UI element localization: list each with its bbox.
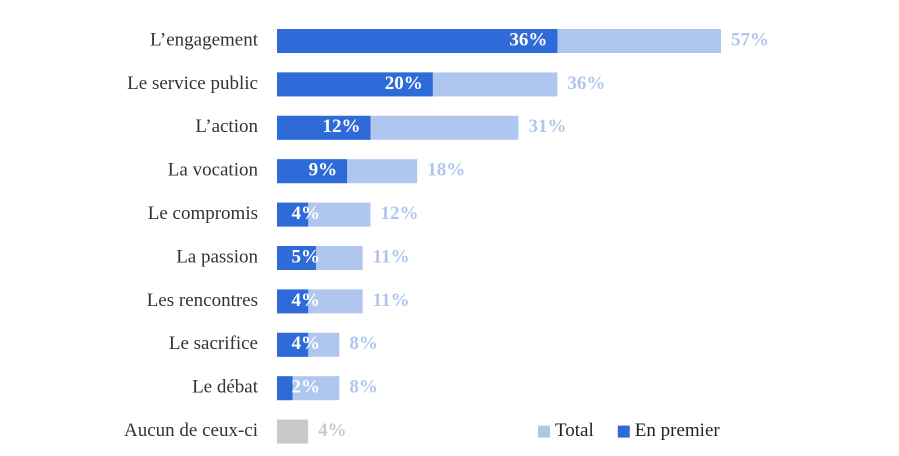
first-bar	[277, 246, 316, 270]
first-value-label: 4%	[292, 290, 321, 311]
total-value-label: 12%	[380, 203, 418, 224]
first-value-label: 36%	[509, 29, 547, 50]
legend-swatch	[617, 425, 630, 438]
first-value-label: 12%	[322, 116, 360, 137]
total-value-label: 57%	[731, 29, 769, 50]
total-value-label: 18%	[427, 160, 465, 181]
total-value-label: 11%	[373, 246, 410, 267]
total-value-label: 36%	[567, 73, 605, 94]
category-label: Le sacrifice	[169, 333, 258, 354]
category-label: Le débat	[192, 377, 259, 398]
first-value-label: 4%	[292, 203, 321, 224]
total-bar	[277, 419, 309, 444]
first-value-label: 4%	[292, 333, 321, 354]
category-label: Les rencontres	[147, 290, 258, 311]
legend-label: Total	[555, 420, 594, 441]
first-value-label: 9%	[309, 160, 338, 181]
first-bar	[277, 29, 558, 53]
legend-label: En premier	[635, 420, 721, 441]
total-value-label: 4%	[318, 420, 347, 441]
first-bar	[277, 202, 309, 227]
category-label: Le service public	[127, 73, 258, 94]
category-label: Le compromis	[148, 203, 258, 224]
first-bar	[277, 376, 293, 401]
total-value-label: 8%	[349, 377, 378, 398]
legend-swatch	[538, 425, 550, 438]
category-label: L’action	[195, 116, 258, 137]
first-bar	[277, 72, 433, 97]
first-bar	[277, 332, 309, 357]
first-value-label: 20%	[385, 73, 423, 94]
category-label: La passion	[176, 246, 258, 267]
category-label: La vocation	[168, 160, 259, 181]
first-bar	[277, 289, 309, 314]
total-value-label: 31%	[528, 116, 566, 137]
total-value-label: 8%	[349, 333, 378, 354]
category-label: L’engagement	[150, 29, 259, 50]
category-label: Aucun de ceux-ci	[124, 420, 258, 441]
first-value-label: 5%	[292, 246, 321, 267]
first-bar	[277, 159, 348, 184]
total-value-label: 11%	[373, 290, 410, 311]
first-value-label: 2%	[292, 377, 321, 398]
first-bar	[277, 115, 371, 140]
